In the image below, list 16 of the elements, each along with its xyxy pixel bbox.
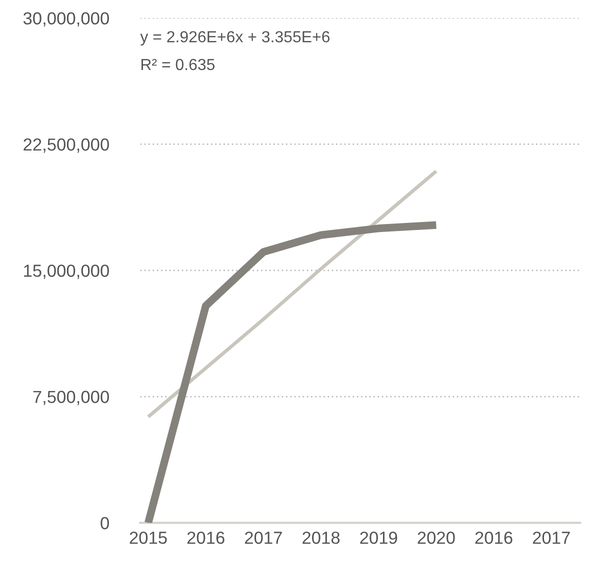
y-tick-label: 15,000,000 — [24, 264, 109, 279]
x-tick-label: 2019 — [360, 532, 398, 544]
x-tick-label: 2016 — [475, 532, 512, 544]
annotation: y = 2.926E+6x + 3.355E+6 — [140, 31, 330, 46]
y-tick-label: 0 — [100, 516, 109, 530]
y-tick-label: 30,000,000 — [23, 12, 109, 27]
x-tick-label: 2016 — [187, 532, 224, 544]
y-tick-label: 7,500,000 — [33, 390, 109, 406]
annotation: R² = 0.635 — [141, 58, 215, 70]
x-tick-label: 2017 — [532, 532, 570, 544]
line-series — [146, 169, 438, 419]
x-tick-label: 2015 — [130, 532, 167, 544]
x-tick-label: 2020 — [418, 532, 455, 544]
y-tick-label: 22,500,000 — [24, 138, 109, 153]
x-tick-label: 2017 — [244, 532, 282, 544]
x-tick-label: 2018 — [302, 532, 340, 544]
